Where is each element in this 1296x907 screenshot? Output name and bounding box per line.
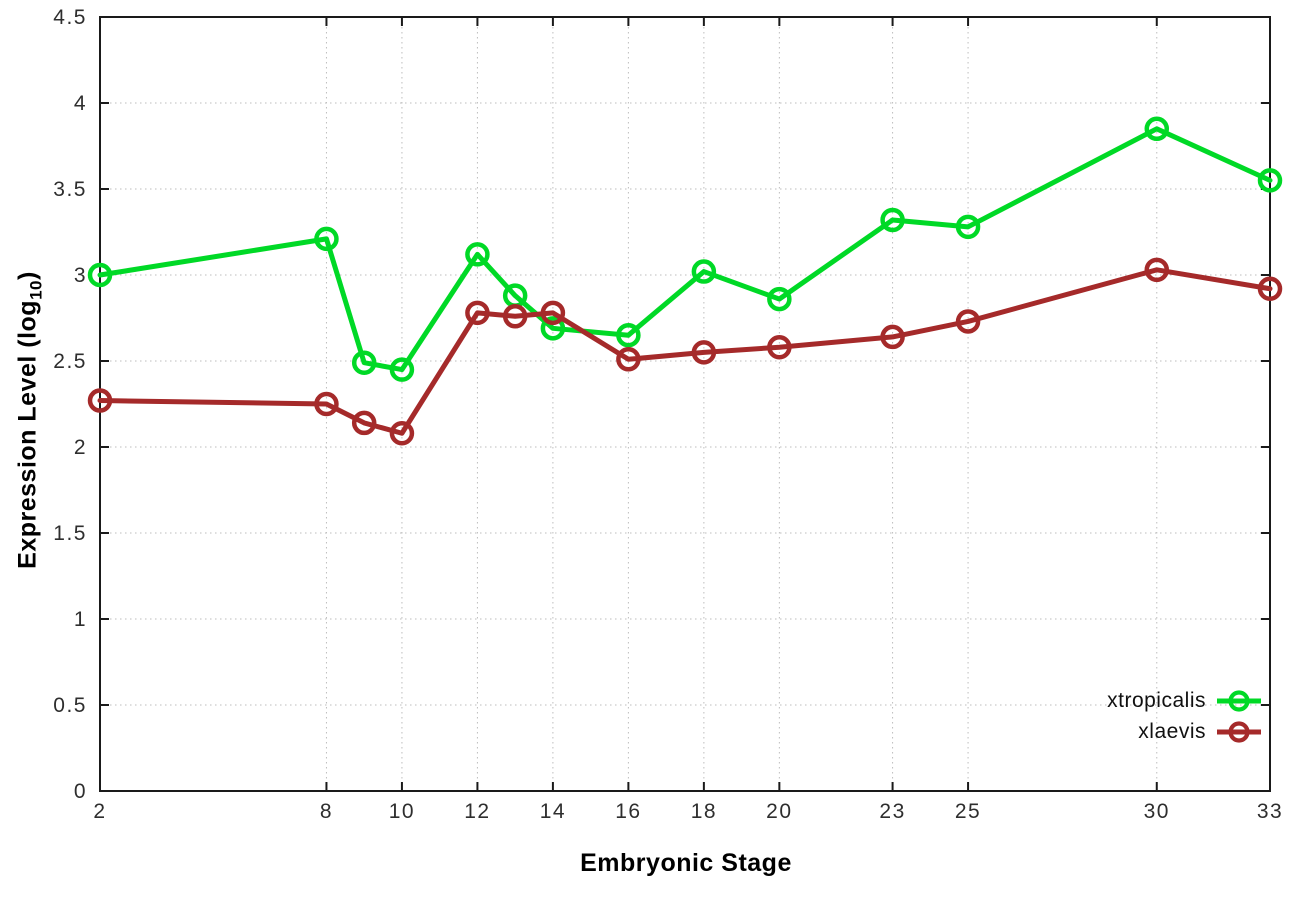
y-tick-label: 0 <box>74 780 87 803</box>
xtropicalis-point <box>1144 116 1170 142</box>
x-tick-label: 30 <box>1144 800 1170 823</box>
xlaevis-point <box>691 340 717 365</box>
xlaevis-legend-marker-icon <box>1217 720 1261 743</box>
xlaevis-point <box>880 324 905 350</box>
xtropicalis-line <box>97 126 1273 373</box>
y-tick-label: 2.5 <box>53 350 87 373</box>
legend-label-xlaevis: xlaevis <box>1138 719 1206 743</box>
y-axis-title-subscript: 10 <box>26 279 46 300</box>
x-tick-label: 2 <box>93 800 106 823</box>
xtropicalis-point <box>767 286 792 312</box>
x-tick-label: 16 <box>615 800 641 823</box>
xlaevis-point <box>616 347 641 372</box>
y-tick-label: 4.5 <box>53 6 87 29</box>
x-tick-label: 10 <box>389 800 415 823</box>
xtropicalis-point <box>616 322 641 348</box>
xtropicalis-point <box>955 214 981 240</box>
xtropicalis-point <box>540 316 566 341</box>
series-xlaevis <box>87 257 1283 446</box>
y-tick-label: 3.5 <box>53 178 87 201</box>
xtropicalis-point <box>1257 168 1283 193</box>
x-tick-labels: 2 8 10 12 14 16 18 20 23 25 30 33 <box>93 800 1283 823</box>
plot-border <box>99 16 1271 792</box>
y-tick-labels: 0 0.5 1 1.5 2 2.5 3 3.5 4 4.5 <box>53 6 87 803</box>
series-xtropicalis <box>87 116 1283 382</box>
xtropicalis-point <box>87 262 113 288</box>
xlaevis-point <box>540 300 566 326</box>
legend-item-xtropicalis: xtropicalis <box>1107 685 1263 716</box>
x-tick-label: 23 <box>879 800 905 823</box>
xtropicalis-point <box>880 207 905 233</box>
xlaevis-line <box>97 267 1273 436</box>
legend: xtropicalis xlaevis <box>1107 685 1263 747</box>
xtropicalis-point <box>351 350 377 375</box>
y-tick-label: 1 <box>74 608 87 631</box>
xlaevis-point <box>1257 276 1283 302</box>
xtropicalis-point <box>389 357 415 382</box>
y-axis-title-close: ) <box>13 271 42 280</box>
xlaevis-point <box>87 388 113 413</box>
xtropicalis-point <box>314 226 339 252</box>
y-tick-label: 4 <box>74 92 87 115</box>
xlaevis-point <box>502 304 528 329</box>
xtropicalis-point <box>691 259 717 284</box>
x-tick-label: 12 <box>464 800 490 823</box>
xlaevis-point <box>314 391 339 417</box>
xtropicalis-legend-marker-icon <box>1217 689 1261 712</box>
legend-label-xtropicalis: xtropicalis <box>1107 688 1206 712</box>
xtropicalis-point <box>465 242 490 267</box>
y-tick-label: 3 <box>74 264 87 287</box>
x-tick-label: 14 <box>540 800 566 823</box>
legend-item-xlaevis: xlaevis <box>1138 716 1263 747</box>
xlaevis-point <box>465 300 490 326</box>
x-axis-title: Embryonic Stage <box>580 849 792 877</box>
y-tick-label: 2 <box>74 436 87 459</box>
xlaevis-point <box>767 334 792 360</box>
xlaevis-point <box>1144 257 1170 283</box>
y-tick-label: 0.5 <box>53 694 87 717</box>
x-tick-label: 25 <box>955 800 981 823</box>
x-tick-label: 8 <box>320 800 333 823</box>
grid-lines <box>100 17 1270 791</box>
y-tick-label: 1.5 <box>53 522 87 545</box>
x-tick-label: 20 <box>766 800 792 823</box>
y-axis-title: Expression Level (log10) <box>13 271 46 569</box>
x-tick-label: 18 <box>691 800 717 823</box>
xlaevis-point <box>389 420 415 446</box>
x-tick-label: 33 <box>1257 800 1283 823</box>
y-axis-title-text: Expression Level (log <box>13 299 42 569</box>
xlaevis-point <box>351 410 377 436</box>
xlaevis-point <box>955 309 981 334</box>
